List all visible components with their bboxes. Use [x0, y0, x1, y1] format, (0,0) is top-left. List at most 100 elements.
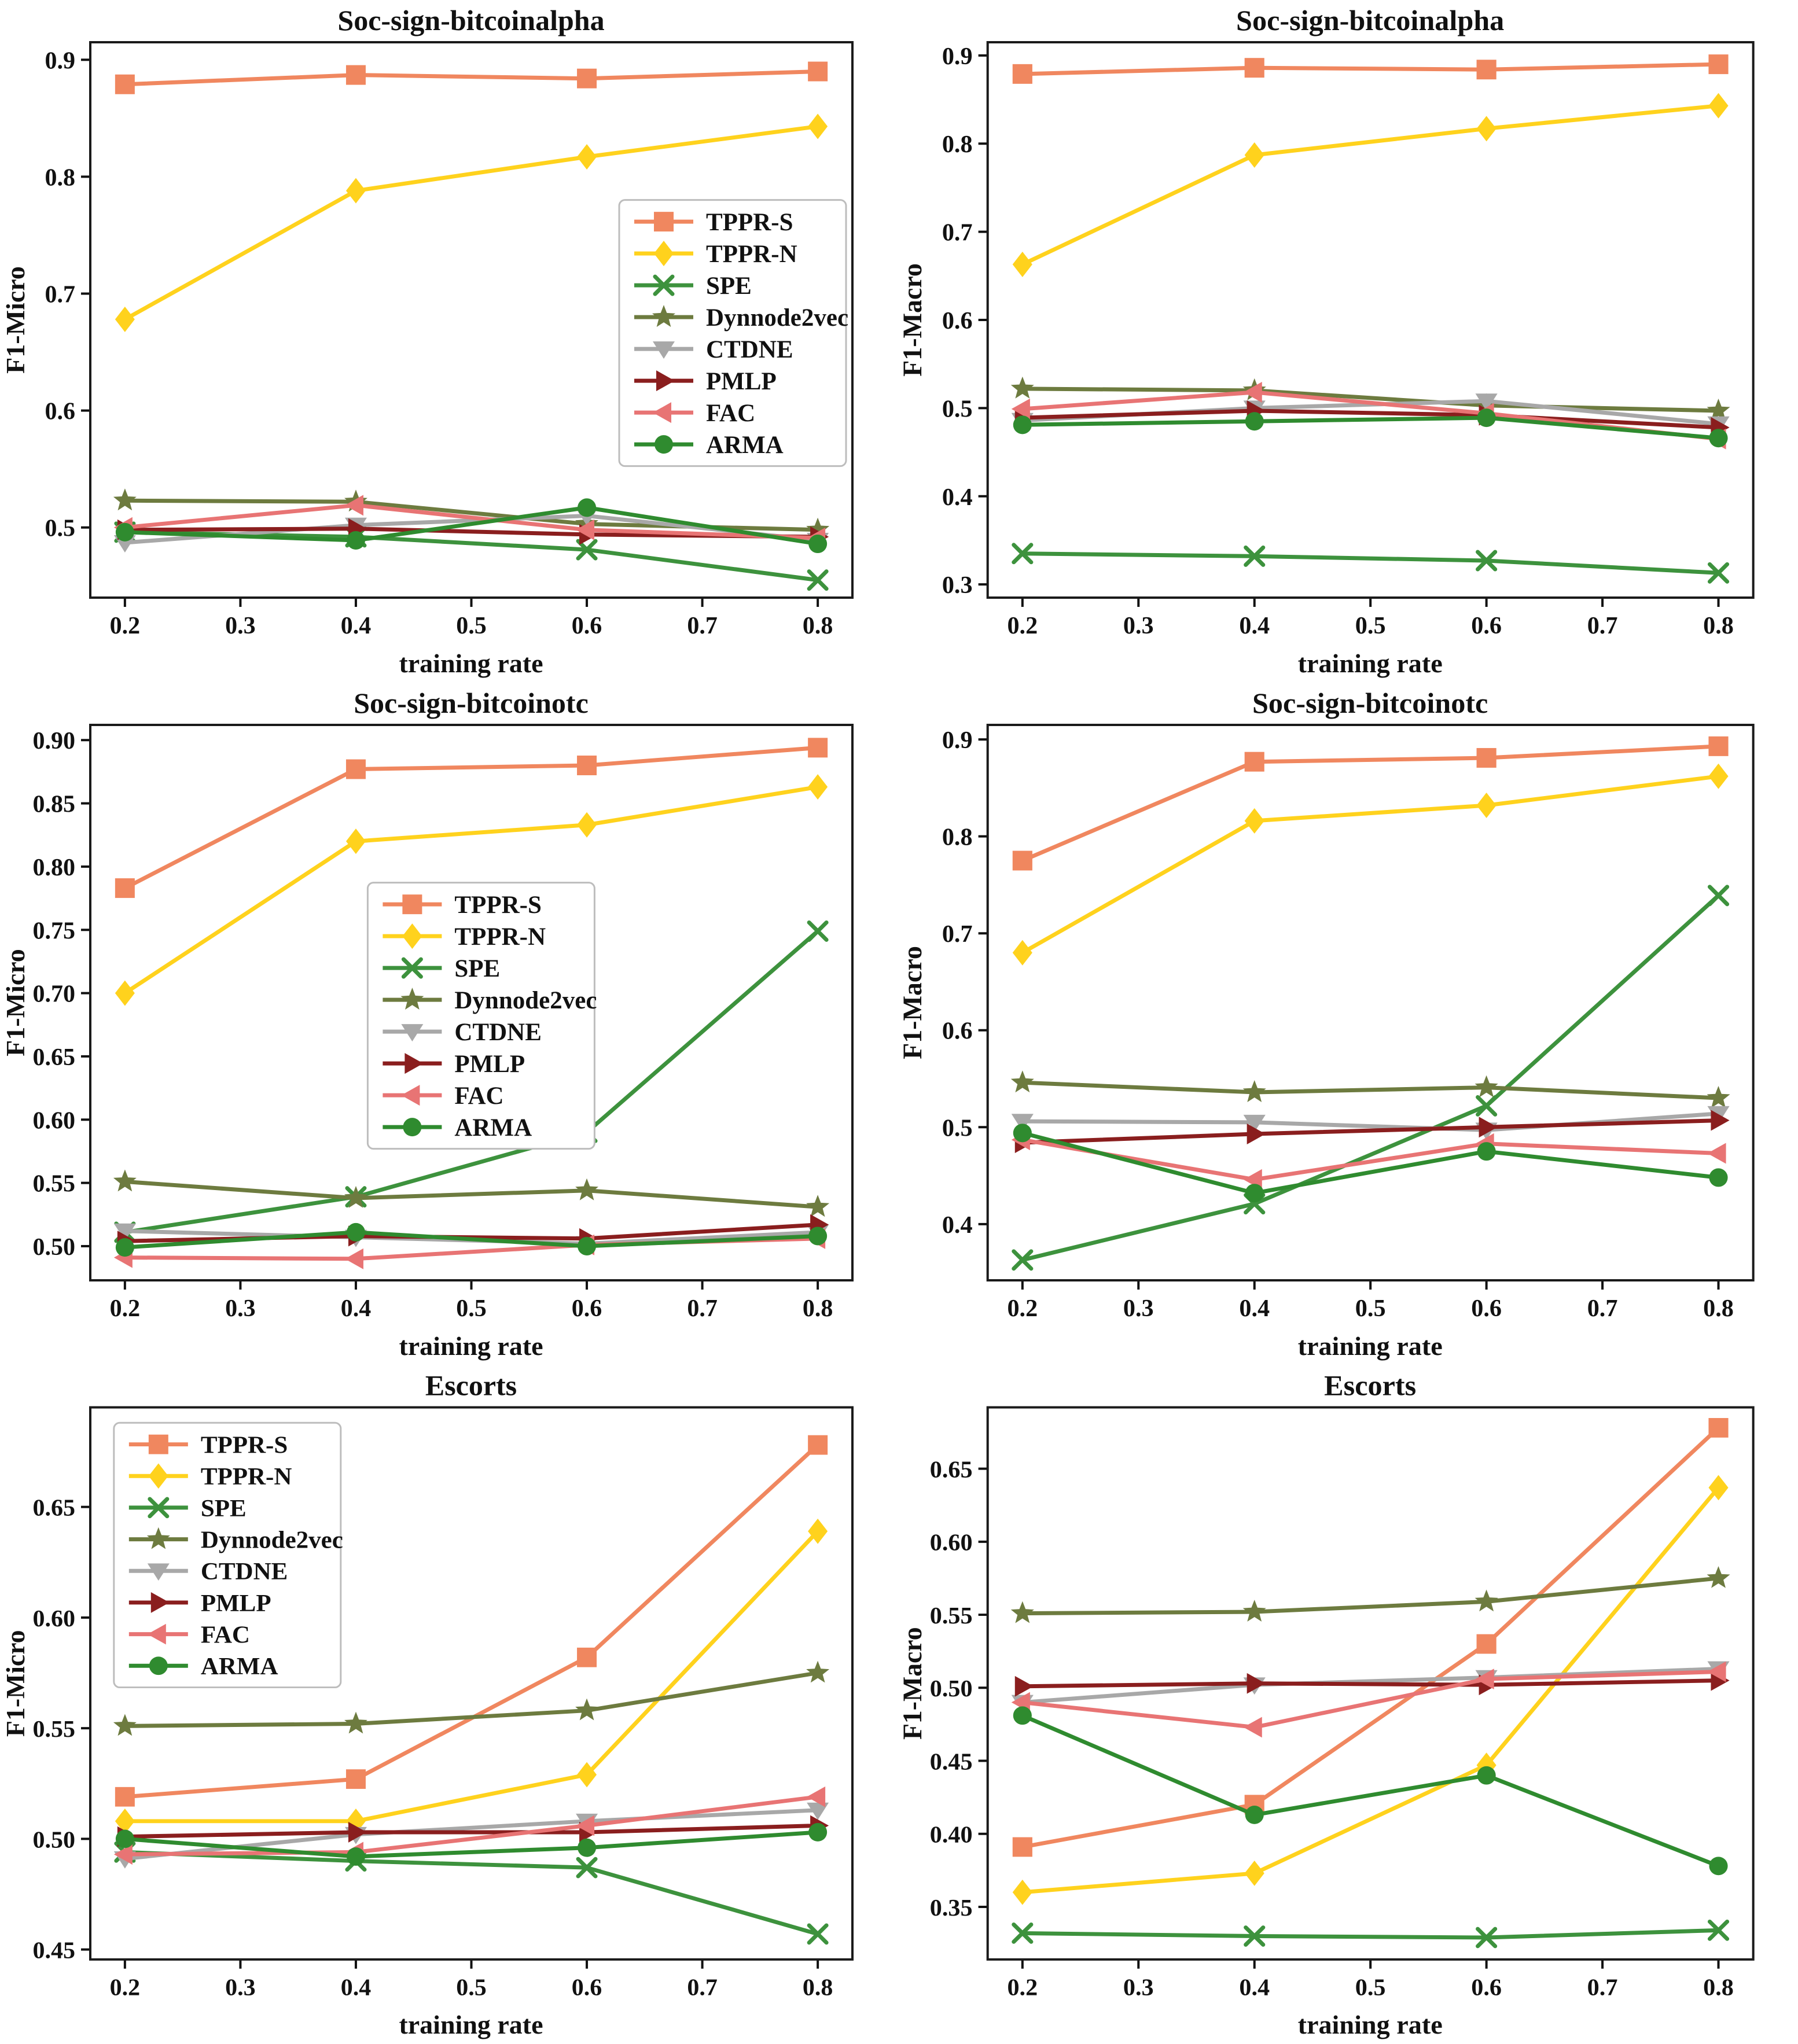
y-axis-label: F1-Macro: [898, 1627, 927, 1740]
legend-item-SPE: SPE: [634, 272, 752, 300]
plot-group: 0.2 0.3 0.4 0.5 0.6 0.7 0.8 0.5 0.6 0.7 0.8 0.9 TPPR…: [45, 41, 854, 639]
y-tick-label: 0.8: [942, 131, 973, 158]
square-marker: [577, 755, 597, 775]
y-tick-label: 0.45: [930, 1749, 973, 1776]
diamond-marker: [577, 144, 597, 170]
series-TPPR-N: [1012, 763, 1729, 966]
x-tick-label: 0.8: [803, 1975, 833, 2001]
series-line-SPE: [124, 929, 819, 1235]
x-ticks: 0.2 0.3 0.4 0.5 0.6 0.7 0.8: [1007, 1280, 1734, 1322]
chart-title: Escorts: [1324, 1369, 1416, 1402]
x-tick-label: 0.7: [687, 1975, 717, 2001]
x-tick-label: 0.4: [341, 613, 372, 639]
series-line-ARMA: [1021, 1714, 1719, 1868]
x-tick-label: 0.3: [225, 613, 256, 639]
star-marker: [1475, 1075, 1498, 1098]
series-line-FAC: [1022, 1137, 1719, 1182]
legend-item-label: Dynnode2vec: [706, 304, 848, 332]
x-tick-label: 0.2: [110, 1295, 141, 1322]
legend-item-CTDNE: CTDNE: [634, 336, 793, 363]
square-marker: [345, 759, 366, 779]
circle-marker: [1709, 429, 1728, 448]
series-ARMA: [115, 498, 828, 554]
circle-marker: [808, 1823, 828, 1842]
square-marker: [1012, 850, 1032, 871]
series-line-TPPR-S: [1022, 1426, 1720, 1849]
circle-marker: [403, 1118, 422, 1137]
series-line-ARMA: [124, 1230, 818, 1250]
series-Dynnode2vec: [1010, 1566, 1730, 1623]
x-tick-label: 0.5: [1355, 612, 1386, 639]
series-line-TPPR-N: [1022, 1486, 1720, 1895]
square-marker: [115, 74, 135, 94]
x-tick-label: 0.5: [456, 1975, 486, 2001]
chart-cell-bitcoinotc-micro: Soc-sign-bitcoinotc F1-Micro training ra…: [0, 683, 897, 1365]
triangle-down-marker: [401, 1024, 424, 1042]
plot-border: [89, 1406, 854, 1961]
x-marker: [1707, 1919, 1730, 1941]
y-ticks: 0.4 0.5 0.6 0.7 0.8 0.9: [942, 727, 988, 1239]
legend-item-ARMA: ARMA: [634, 432, 784, 459]
square-marker: [345, 1769, 366, 1789]
legend-item-label: ARMA: [454, 1114, 532, 1141]
y-tick-label: 0.35: [930, 1895, 973, 1921]
diamond-marker: [1244, 1861, 1264, 1886]
y-tick-label: 0.8: [45, 164, 76, 191]
diamond-marker: [345, 828, 366, 855]
y-tick-label: 0.50: [33, 1234, 76, 1261]
y-tick-label: 0.8: [942, 824, 973, 851]
legend-item-CTDNE: CTDNE: [128, 1558, 288, 1585]
triangle-left-marker: [1243, 381, 1262, 403]
circle-marker: [149, 1656, 168, 1675]
square-marker: [1476, 1634, 1497, 1654]
legend-item-label: TPPR-N: [454, 923, 546, 951]
plot-border: [89, 724, 854, 1281]
series-line-TPPR-S: [124, 69, 818, 87]
x-tick-label: 0.6: [1471, 1975, 1502, 2001]
star-marker: [146, 1527, 170, 1549]
legend-item-Dynnode2vec: Dynnode2vec: [634, 304, 848, 332]
series-TPPR-N: [115, 774, 828, 1006]
y-tick-label: 0.65: [33, 1044, 76, 1071]
star-marker: [113, 1169, 137, 1192]
square-marker: [345, 65, 366, 85]
x-ticks: 0.2 0.3 0.4 0.5 0.6 0.7 0.8: [1007, 1959, 1734, 2001]
triangle-left-marker: [113, 1844, 133, 1865]
series-line-SPE: [1022, 551, 1719, 575]
plot-border: [89, 41, 854, 599]
chart-title: Soc-sign-bitcoinotc: [1252, 687, 1488, 719]
diamond-marker: [808, 113, 828, 139]
diamond-marker: [577, 812, 597, 838]
circle-marker: [808, 1227, 828, 1246]
series-line-TPPR-S: [1022, 62, 1719, 76]
triangle-right-marker: [1247, 1124, 1266, 1145]
star-marker: [1707, 1566, 1730, 1588]
series-line-SPE: [124, 1850, 819, 1936]
diamond-marker: [808, 774, 828, 800]
x-marker: [1476, 1095, 1498, 1117]
plot-group: 0.2 0.3 0.4 0.5 0.6 0.7 0.80.30.40.50.60.70.80…: [942, 41, 1755, 639]
x-marker: [148, 1497, 170, 1519]
triangle-left-marker: [576, 1815, 595, 1836]
legend-item-TPPR-S: TPPR-S: [383, 892, 542, 919]
star-marker: [1010, 1070, 1034, 1093]
circle-marker: [1709, 1857, 1728, 1876]
star-marker: [575, 1178, 598, 1200]
y-tick-label: 0.9: [942, 727, 973, 754]
square-marker: [808, 61, 828, 82]
legend-item-label: TPPR-N: [201, 1463, 292, 1490]
chart-cell-bitcoinalpha-macro: Soc-sign-bitcoinalpha F1-Macro training …: [897, 0, 1798, 683]
triangle-right-marker: [1014, 1675, 1034, 1697]
diamond-marker: [653, 241, 674, 267]
series-line-TPPR-N: [1021, 104, 1719, 267]
legend-item-label: ARMA: [201, 1653, 278, 1680]
y-axis-label: F1-Micro: [1, 1630, 30, 1737]
diamond-marker: [115, 306, 135, 332]
triangle-left-marker: [1707, 1661, 1726, 1682]
series-Dynnode2vec: [1010, 1070, 1730, 1108]
legend: TPPR-S TPPR-N SPE Dynnode2vec CTDNE PMLP FAC AR…: [113, 1421, 343, 1689]
y-tick-label: 0.55: [33, 1171, 76, 1198]
series-line-TPPR-N: [1021, 774, 1719, 955]
star-marker: [113, 488, 137, 511]
star-marker: [1475, 1589, 1498, 1612]
